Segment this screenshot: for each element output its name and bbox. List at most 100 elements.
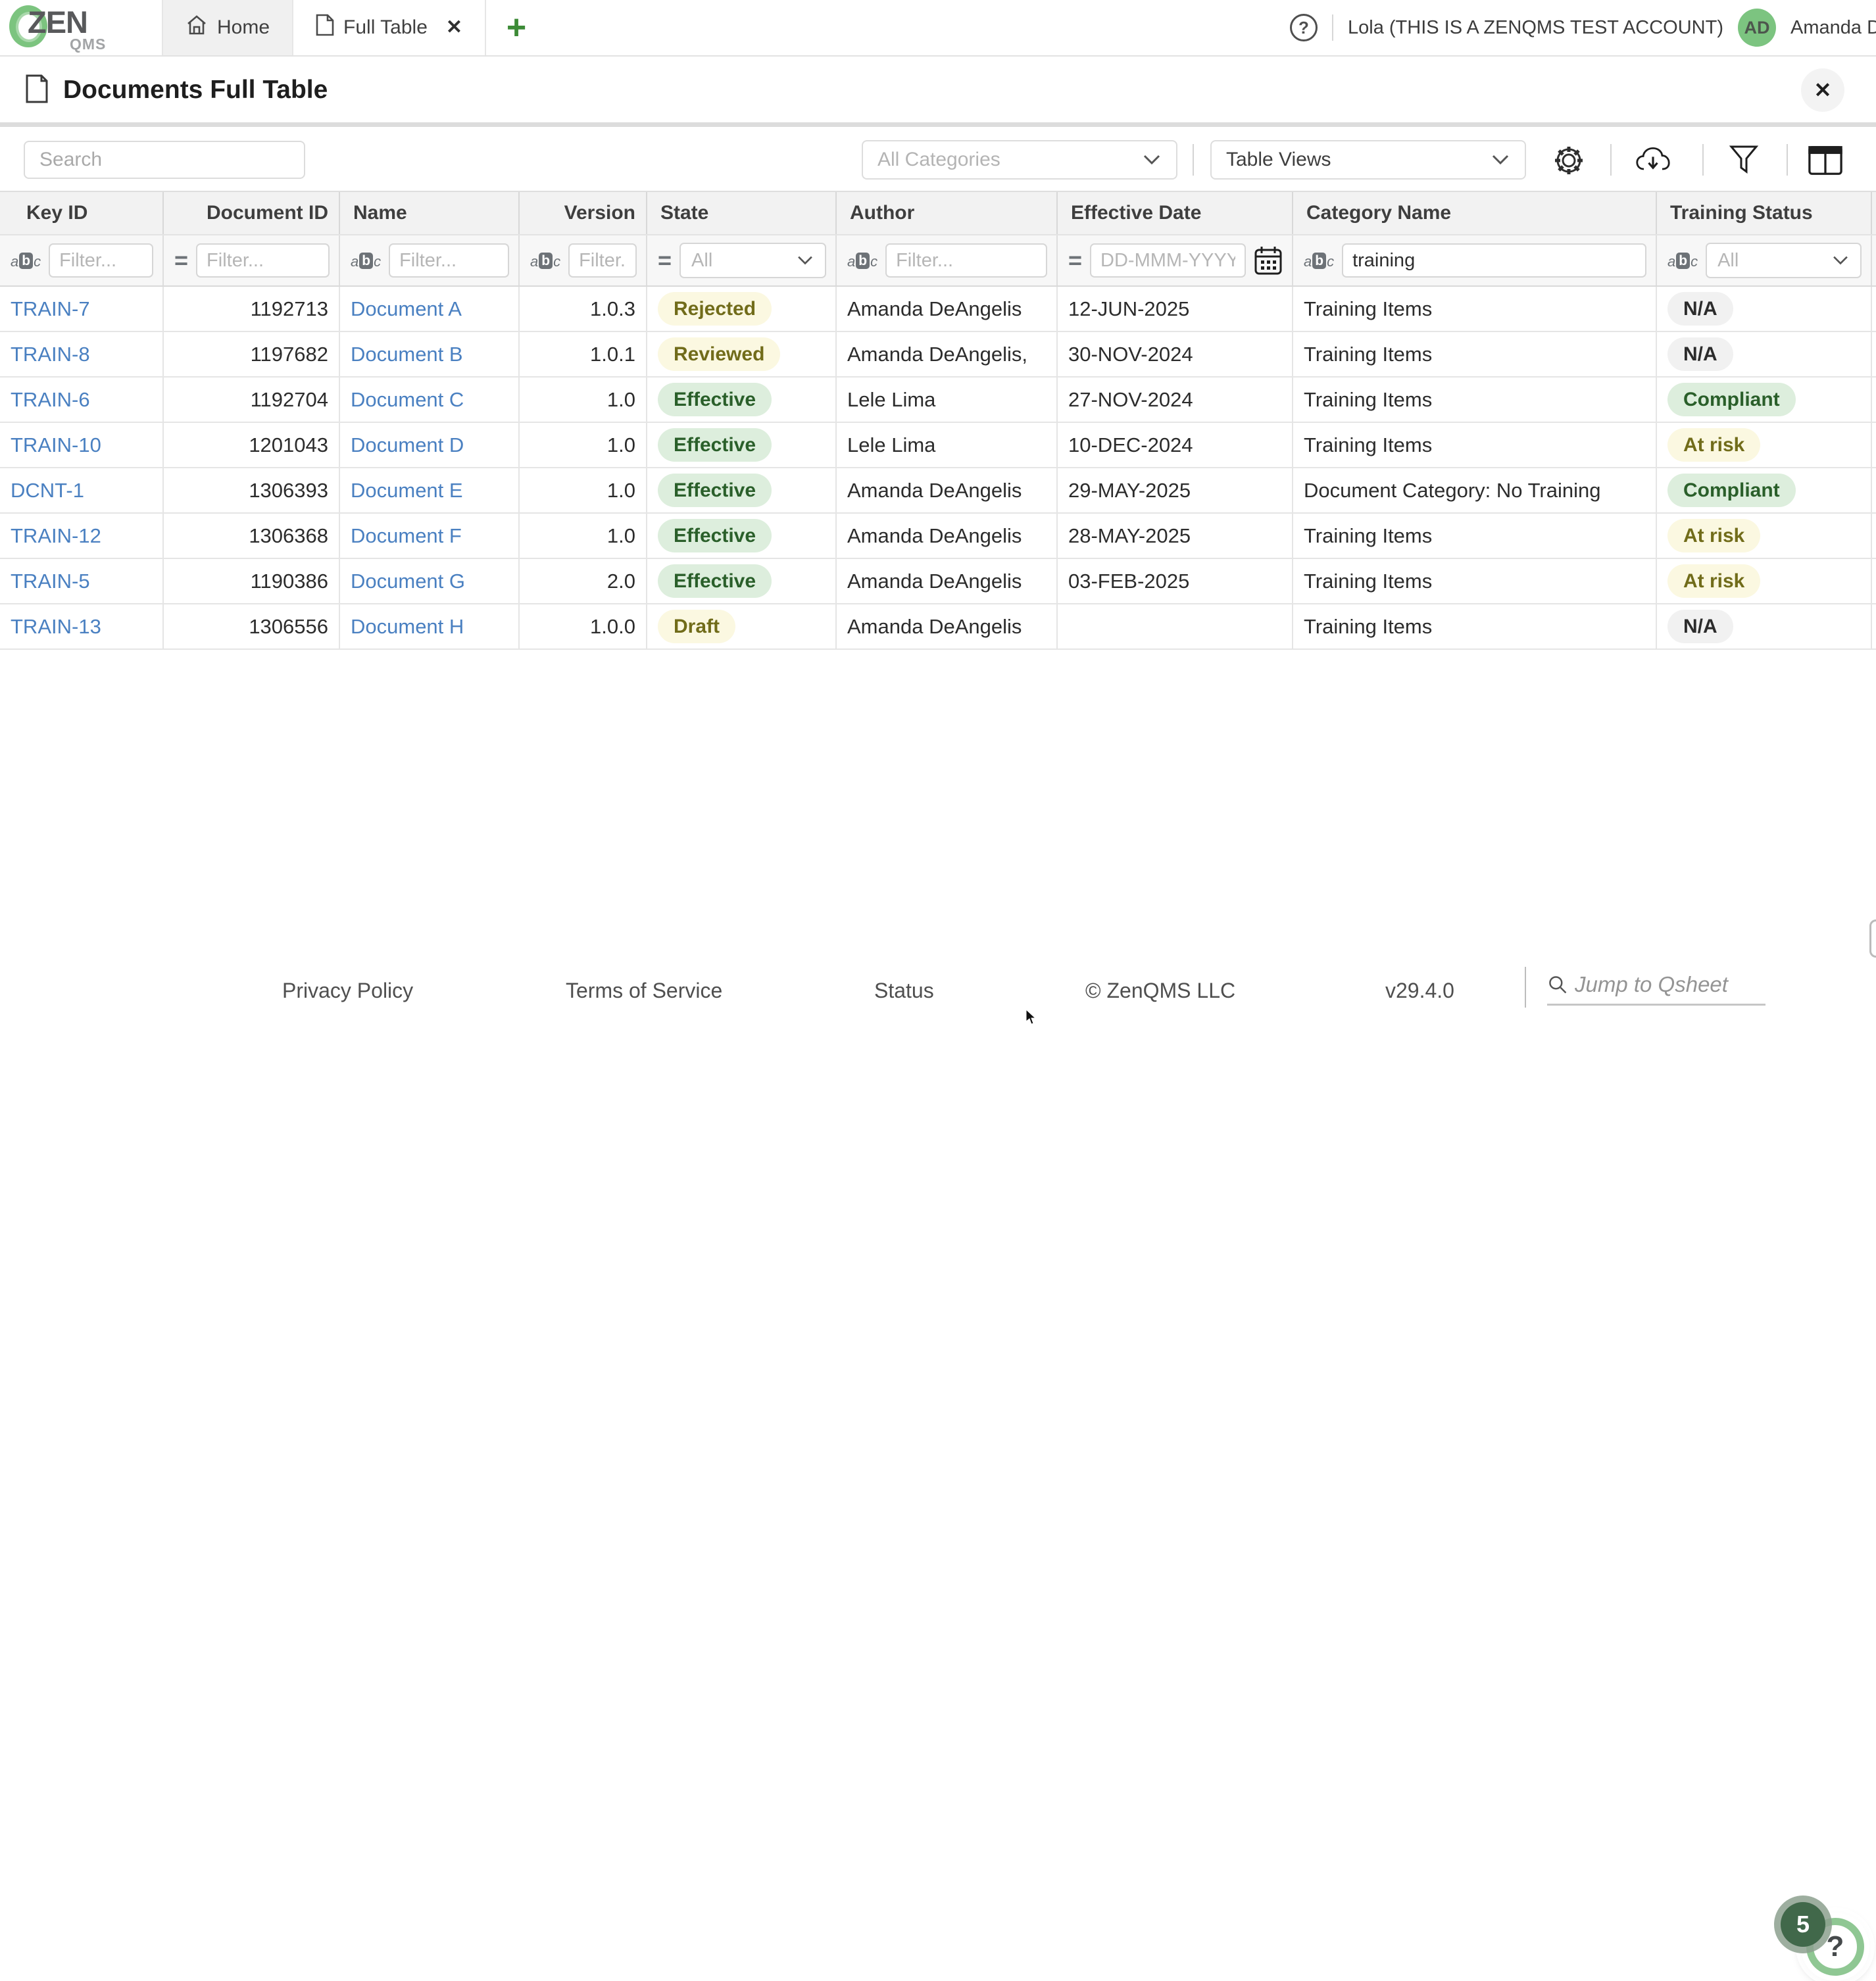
table-row[interactable]: TRAIN-7 1192713 Document A 1.0.3 Rejected Ama… [0, 287, 1876, 332]
filter-select-training-status[interactable]: All [1706, 243, 1862, 278]
mouse-cursor [1025, 1009, 1037, 1025]
column-header-effective-date[interactable]: Effective Date [1058, 192, 1293, 234]
edge-scroll-widget[interactable] [1869, 919, 1876, 958]
document-name-link[interactable]: Document A [351, 297, 462, 320]
filter-input-category-name[interactable] [1342, 243, 1646, 278]
logo-ring-icon [9, 5, 47, 47]
filter-select-value: All [691, 249, 713, 271]
match-type-equals-icon[interactable]: = [174, 247, 189, 274]
status-link[interactable]: Status [874, 979, 934, 1002]
key-id-link[interactable]: TRAIN-8 [11, 342, 90, 366]
export-download-button[interactable] [1635, 143, 1671, 178]
table-row[interactable]: TRAIN-5 1190386 Document G 2.0 Effective Aman… [0, 559, 1876, 604]
help-icon[interactable]: ? [1290, 14, 1318, 41]
tab-close-icon[interactable]: ✕ [445, 16, 463, 38]
match-type-equals-icon[interactable]: = [658, 247, 672, 274]
match-type-equals-icon[interactable]: = [1068, 247, 1083, 274]
cell-name: Document D [340, 423, 520, 467]
avatar[interactable]: AD [1738, 9, 1776, 47]
column-header-document-id[interactable]: Document ID [164, 192, 340, 234]
cell-key-id: TRAIN-8 [0, 332, 164, 376]
categories-dropdown[interactable]: All Categories [862, 140, 1177, 180]
key-id-link[interactable]: TRAIN-12 [11, 524, 101, 547]
cell-state: Draft [647, 604, 837, 648]
filter-input-version[interactable] [568, 243, 637, 278]
document-name-link[interactable]: Document C [351, 387, 464, 411]
column-header-state[interactable]: State [647, 192, 837, 234]
cell-effective-date: 29-MAY-2025 [1058, 468, 1293, 512]
column-header-version[interactable]: Version [520, 192, 647, 234]
key-id-link[interactable]: TRAIN-5 [11, 569, 90, 593]
key-id-link[interactable]: DCNT-1 [11, 478, 84, 502]
cell-author: Lele Lima [837, 423, 1058, 467]
filter-input-author[interactable] [885, 243, 1047, 278]
settings-gear-button[interactable] [1551, 143, 1587, 178]
page-close-button[interactable]: ✕ [1801, 68, 1844, 112]
cell-document-id: 1190386 [164, 559, 340, 603]
column-header-category-name[interactable]: Category Name [1293, 192, 1657, 234]
filter-cell-effective-date: = [1058, 235, 1293, 285]
table-row[interactable]: DCNT-1 1306393 Document E 1.0 Effective Amand… [0, 468, 1876, 514]
cell-state: Effective [647, 559, 837, 603]
calendar-icon[interactable] [1254, 245, 1283, 276]
cell-author: Amanda DeAngelis [837, 604, 1058, 648]
filter-input-key-id[interactable] [49, 243, 153, 278]
jump-to-qsheet [1547, 972, 1765, 1006]
app-version: v29.4.0 [1385, 979, 1454, 1002]
zenqms-logo[interactable]: ZEN QMS [0, 0, 161, 55]
document-name-link[interactable]: Document E [351, 478, 463, 502]
table-row[interactable]: TRAIN-10 1201043 Document D 1.0 Effective Lel… [0, 423, 1876, 468]
filter-input-name[interactable] [389, 243, 509, 278]
tab-full-table[interactable]: Full Table ✕ [293, 0, 487, 55]
document-name-link[interactable]: Document D [351, 433, 464, 456]
training-status-badge: At risk [1667, 518, 1761, 553]
key-id-link[interactable]: TRAIN-6 [11, 387, 90, 411]
key-id-link[interactable]: TRAIN-10 [11, 433, 101, 456]
table-row[interactable]: TRAIN-13 1306556 Document H 1.0.0 Draft Amand… [0, 604, 1876, 650]
table-row[interactable]: TRAIN-8 1197682 Document B 1.0.1 Reviewed Ama… [0, 332, 1876, 378]
toolbar-divider [1193, 144, 1194, 176]
filter-input-effective-date[interactable] [1090, 243, 1246, 278]
key-id-link[interactable]: TRAIN-7 [11, 297, 90, 320]
logo-text-qms: QMS [70, 36, 107, 53]
search-input[interactable] [25, 149, 293, 171]
document-name-link[interactable]: Document H [351, 614, 464, 638]
document-name-link[interactable]: Document B [351, 342, 463, 366]
cell-training-status: At risk [1657, 423, 1872, 467]
cell-category-name: Training Items [1293, 332, 1657, 376]
column-header-name[interactable]: Name [340, 192, 520, 234]
terms-of-service-link[interactable]: Terms of Service [566, 979, 723, 1002]
cell-state: Effective [647, 468, 837, 512]
column-header-key-id[interactable]: Key ID [0, 192, 164, 234]
cell-author: Lele Lima [837, 378, 1058, 422]
table-row[interactable]: TRAIN-12 1306368 Document F 1.0 Effective Ama… [0, 514, 1876, 559]
jump-to-qsheet-input[interactable] [1575, 972, 1765, 997]
column-header-training-status[interactable]: Training Status [1657, 192, 1872, 234]
cell-category-name: Training Items [1293, 559, 1657, 603]
table-views-dropdown[interactable]: Table Views [1210, 140, 1526, 180]
cell-version: 1.0 [520, 378, 647, 422]
privacy-policy-link[interactable]: Privacy Policy [282, 979, 414, 1002]
table-row[interactable]: TRAIN-6 1192704 Document C 1.0 Effective Lele… [0, 378, 1876, 423]
gear-icon [1555, 147, 1583, 174]
document-name-link[interactable]: Document G [351, 569, 466, 593]
user-name[interactable]: Amanda D [1790, 16, 1876, 38]
column-header-author[interactable]: Author [837, 192, 1058, 234]
filter-input-document-id[interactable] [196, 243, 330, 278]
filter-select-state[interactable]: All [679, 243, 826, 278]
new-tab-button[interactable]: + [506, 9, 527, 47]
document-name-link[interactable]: Document F [351, 524, 462, 547]
chevron-down-icon [1492, 155, 1509, 165]
filter-button[interactable] [1726, 143, 1762, 178]
tab-home[interactable]: Home [162, 0, 294, 55]
columns-button[interactable] [1808, 143, 1843, 178]
search-icon [1549, 976, 1567, 994]
key-id-link[interactable]: TRAIN-13 [11, 614, 101, 638]
